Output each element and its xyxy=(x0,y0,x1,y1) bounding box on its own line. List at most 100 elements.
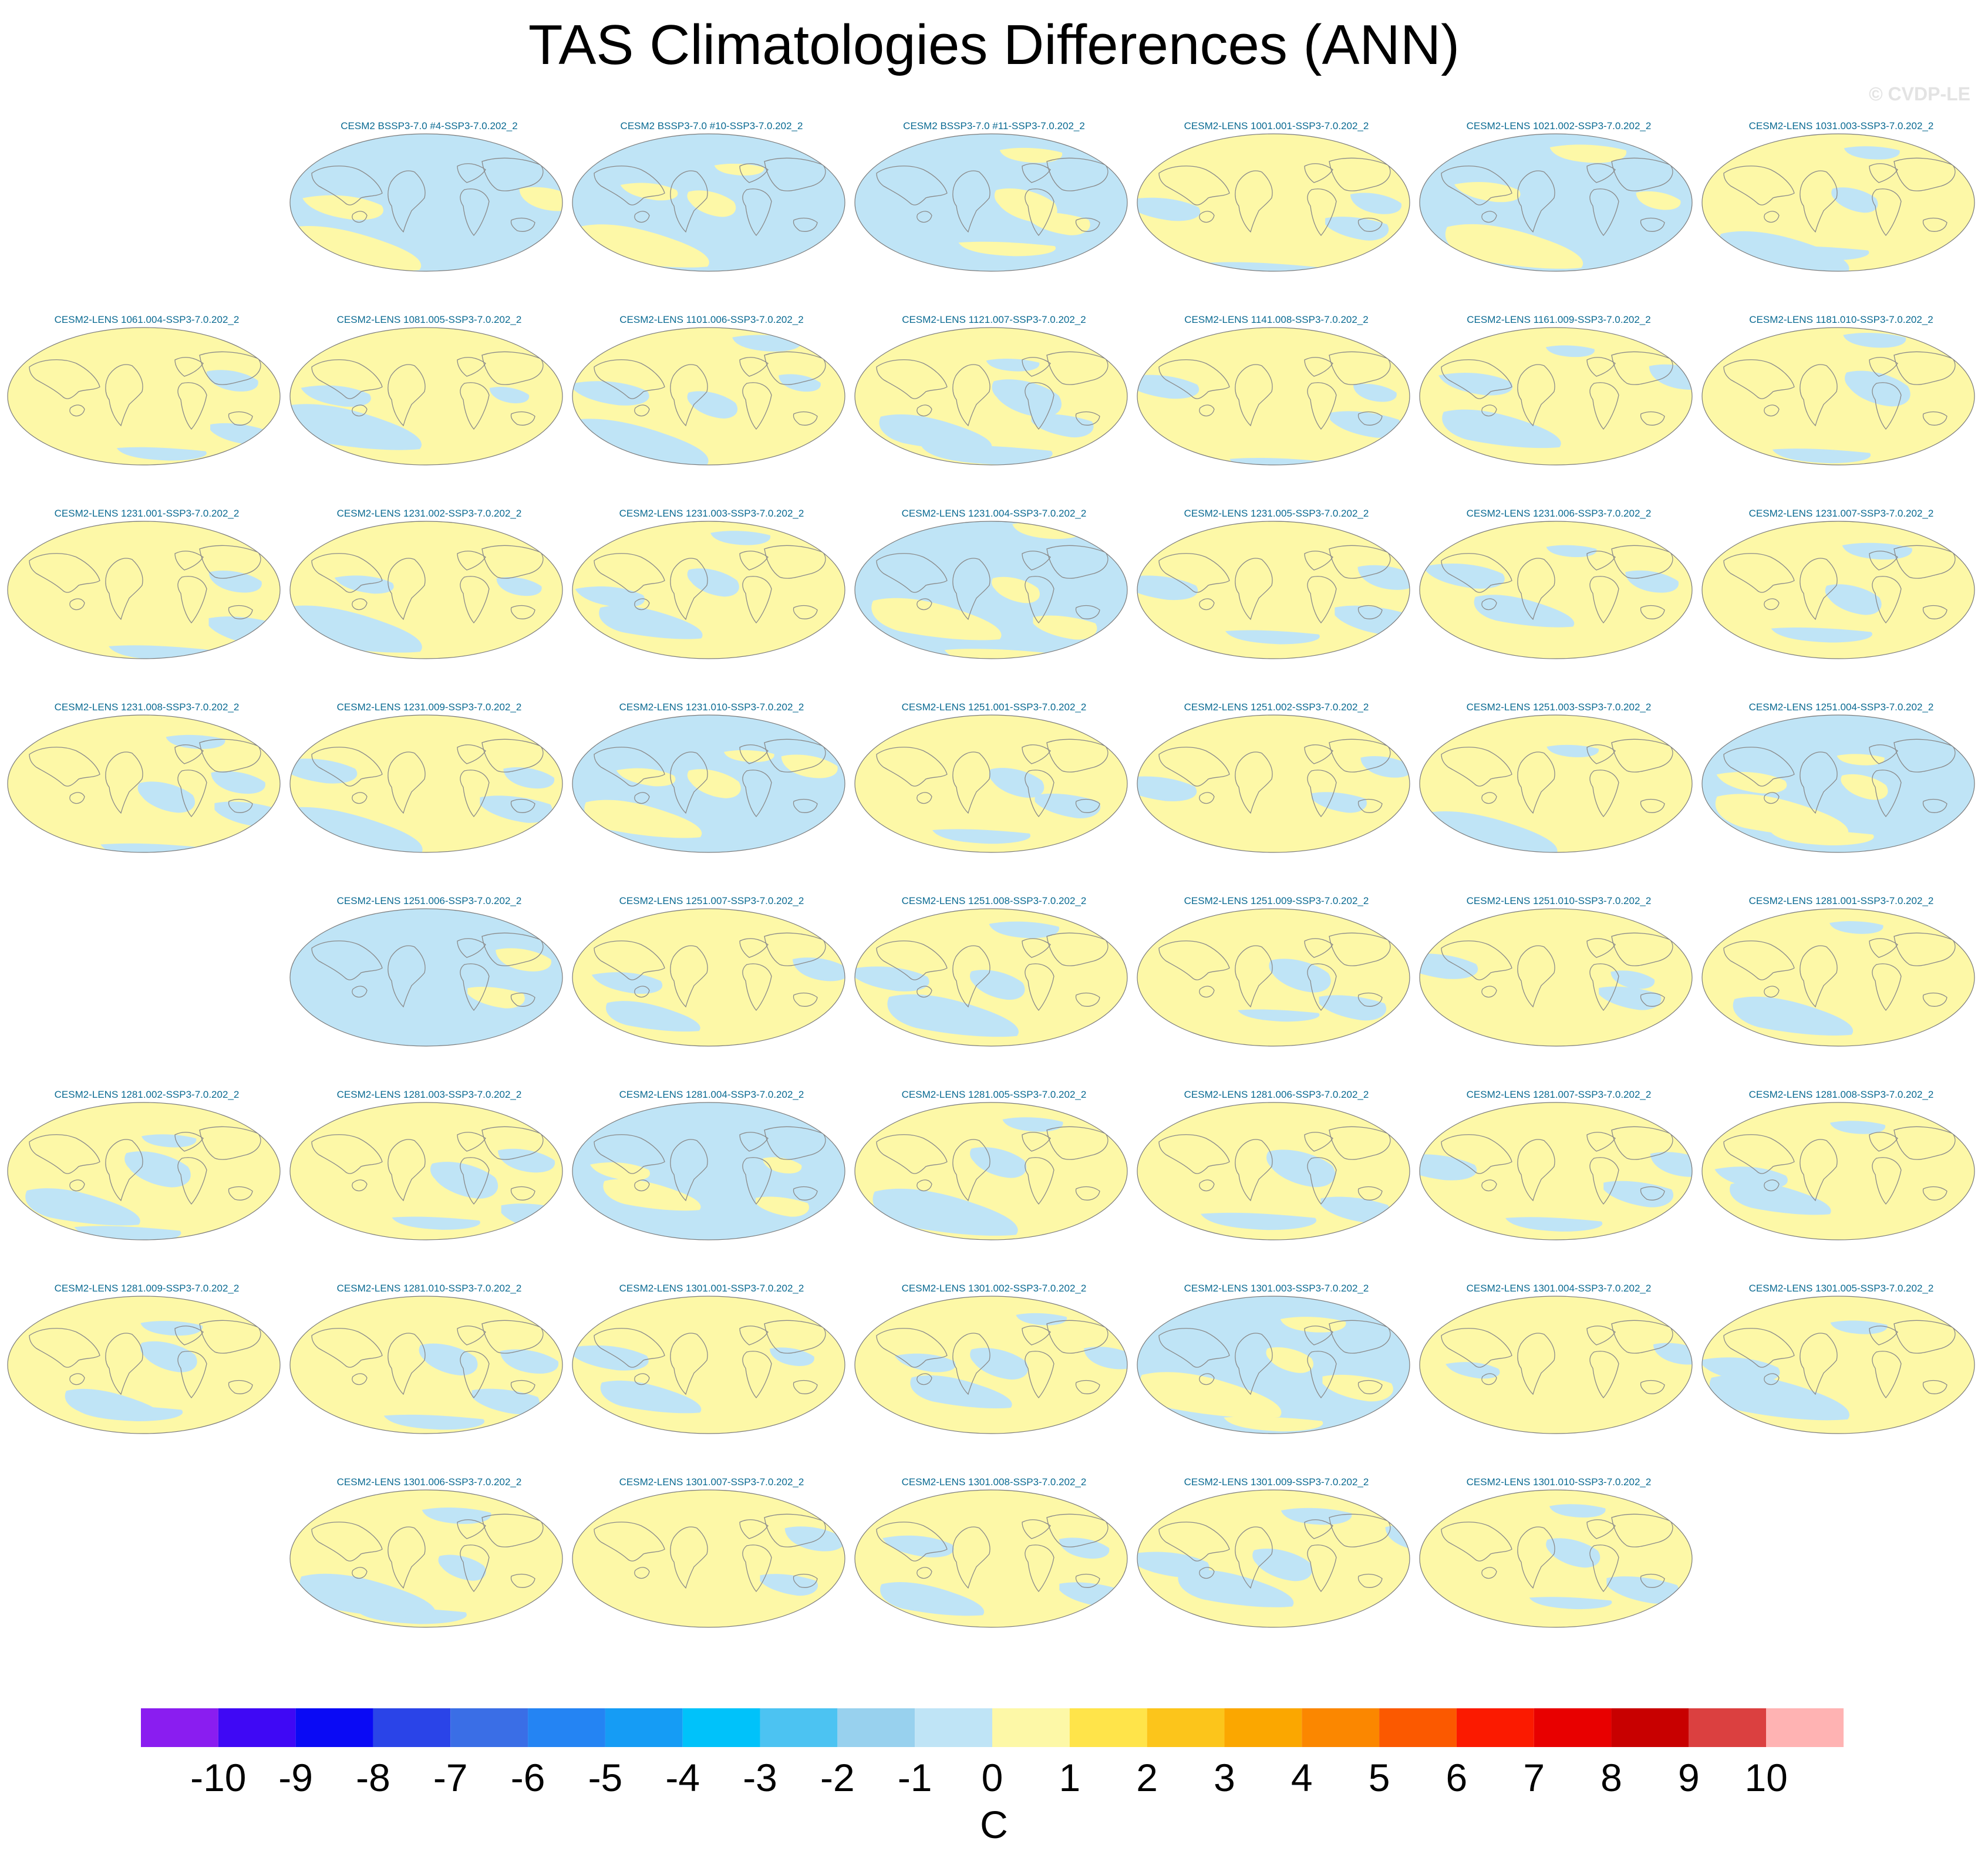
anomaly-region xyxy=(116,447,207,461)
tas-difference-map xyxy=(572,1102,845,1240)
anomaly-region xyxy=(1529,1597,1612,1610)
anomaly-region xyxy=(584,800,702,838)
tas-difference-map xyxy=(854,327,1128,466)
anomaly-region xyxy=(994,188,1057,223)
colorbar-tick-label: 4 xyxy=(1290,1756,1313,1799)
anomaly-region xyxy=(1844,146,1900,160)
anomaly-region xyxy=(1420,1154,1477,1181)
map-outline xyxy=(1701,327,1975,466)
panel-title: CESM2-LENS 1231.006-SSP3-7.0.202_2 xyxy=(1466,508,1652,519)
coastline xyxy=(352,404,368,417)
map-panel: CESM2-LENS 1231.004-SSP3-7.0.202_2 xyxy=(853,508,1135,702)
panel-title: CESM2-LENS 1231.004-SSP3-7.0.202_2 xyxy=(901,508,1087,519)
coastline xyxy=(670,558,708,621)
tas-difference-map xyxy=(289,521,563,659)
anomaly-region xyxy=(992,576,1040,603)
anomaly-region xyxy=(989,768,1044,798)
coastline xyxy=(916,211,932,223)
coastline xyxy=(876,940,948,980)
coastline xyxy=(742,188,772,237)
anomaly-region xyxy=(932,829,1031,844)
coastline xyxy=(1589,188,1619,237)
anomaly-region xyxy=(1829,921,1883,934)
anomaly-region xyxy=(958,241,1056,257)
tas-difference-map xyxy=(7,1296,281,1434)
coastline xyxy=(1800,1139,1838,1202)
coastline xyxy=(793,1573,818,1588)
coastline xyxy=(1640,1380,1665,1394)
colorbar-tick-label: 1 xyxy=(1059,1756,1081,1799)
coastline xyxy=(1611,157,1673,191)
coastline xyxy=(177,576,207,624)
coastline xyxy=(1235,364,1273,427)
anomaly-region xyxy=(1653,1343,1692,1365)
coastline xyxy=(1199,1373,1215,1385)
anomaly-region xyxy=(503,767,555,789)
anomaly-region xyxy=(211,771,265,794)
colorbar-tick-label: -9 xyxy=(278,1756,313,1799)
panel-title: CESM2-LENS 1281.004-SSP3-7.0.202_2 xyxy=(619,1089,804,1100)
map-panel: CESM2-LENS 1231.010-SSP3-7.0.202_2 xyxy=(571,702,853,895)
coastline xyxy=(1922,1380,1947,1394)
colorbar-swatch xyxy=(1379,1708,1457,1747)
coastline xyxy=(634,211,650,223)
coastline xyxy=(670,364,708,427)
coastline xyxy=(876,1522,948,1562)
anomaly-region xyxy=(124,1151,191,1188)
coastline xyxy=(1075,1380,1100,1394)
panel-title: CESM2-LENS 1251.002-SSP3-7.0.202_2 xyxy=(1184,702,1369,713)
anomaly-region xyxy=(1829,1121,1886,1134)
coastline xyxy=(1025,963,1054,1011)
coastline xyxy=(876,553,948,593)
colorbar-tick-label: -1 xyxy=(897,1756,932,1799)
coastline xyxy=(764,157,826,191)
coastline xyxy=(29,359,100,399)
anomaly-region xyxy=(1733,996,1854,1036)
tas-difference-map xyxy=(1137,1489,1410,1628)
anomaly-region xyxy=(1845,370,1910,407)
map-outline xyxy=(572,714,845,853)
coastline xyxy=(1357,1573,1383,1588)
coastline xyxy=(1046,157,1108,191)
coastline xyxy=(952,364,990,427)
coastline xyxy=(1307,188,1337,237)
map-panel: CESM2-LENS 1161.009-SSP3-7.0.202_2 xyxy=(1418,314,1700,508)
coastline xyxy=(1025,1157,1054,1205)
coastline xyxy=(1800,945,1838,1008)
coastline xyxy=(1357,798,1383,813)
coastline xyxy=(177,770,207,818)
map-outline xyxy=(289,714,563,853)
colorbar-tick-label: 2 xyxy=(1136,1756,1158,1799)
map-panel: CESM2-LENS 1281.001-SSP3-7.0.202_2 xyxy=(1700,895,1982,1089)
coastline xyxy=(457,163,486,183)
coastline xyxy=(1304,163,1333,183)
map-outline xyxy=(1701,1102,1975,1240)
coastline xyxy=(1589,382,1619,430)
coastline xyxy=(1893,1126,1956,1160)
anomaly-region xyxy=(1198,262,1325,271)
tas-difference-map xyxy=(1419,1296,1693,1434)
coastline xyxy=(1723,1328,1795,1368)
panel-title: CESM2-LENS 1251.006-SSP3-7.0.202_2 xyxy=(336,895,522,906)
map-outline xyxy=(572,521,845,659)
colorbar-tick-label: -3 xyxy=(743,1756,777,1799)
coastline xyxy=(510,798,535,813)
map-panel: CESM2-LENS 1231.002-SSP3-7.0.202_2 xyxy=(288,508,570,702)
coastline xyxy=(69,404,85,417)
coastline xyxy=(1481,1567,1497,1579)
coastline xyxy=(1025,576,1054,624)
anomaly-region xyxy=(140,1341,197,1373)
coastline xyxy=(1611,1126,1673,1160)
anomaly-region xyxy=(1549,144,1627,163)
coastline xyxy=(1304,551,1333,571)
colorbar-swatch xyxy=(915,1708,992,1747)
coastline xyxy=(1922,217,1947,232)
coastline xyxy=(1329,545,1391,579)
coastline xyxy=(1046,351,1108,385)
anomaly-region xyxy=(970,1348,1029,1380)
coastline xyxy=(311,166,383,205)
coastline xyxy=(1611,545,1673,579)
coastline xyxy=(1075,411,1100,426)
panel-title: CESM2-LENS 1281.002-SSP3-7.0.202_2 xyxy=(54,1089,240,1100)
coastline xyxy=(1025,1545,1054,1593)
